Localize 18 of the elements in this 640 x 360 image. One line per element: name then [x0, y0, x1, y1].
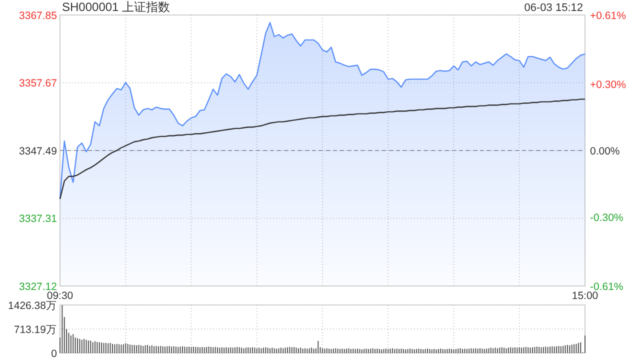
- x-tick-label: 09:30: [46, 290, 74, 302]
- y-tick-label: 3337.31: [19, 213, 58, 226]
- line-series: [59, 98, 586, 200]
- y-tick-label: 713.19万: [14, 324, 57, 336]
- y2-tick-label: +0.61%: [590, 10, 626, 22]
- y-tick-label: 0: [51, 348, 58, 360]
- y2-tick-label: -0.30%: [590, 212, 624, 224]
- y2-tick-label: -0.61%: [590, 281, 624, 293]
- chart-title: SH000001 上证指数: [62, 0, 170, 14]
- y-tick-label: 3357.67: [19, 78, 58, 90]
- x-tick-label: 15:00: [572, 290, 598, 302]
- y-tick-label: 3327.12: [19, 281, 58, 293]
- y2-tick-label: +0.30%: [590, 78, 626, 91]
- y-tick-label: 3367.85: [19, 10, 58, 22]
- y-tick-label: 3347.49: [19, 145, 58, 158]
- y2-tick-label: 0.00%: [590, 146, 620, 158]
- text: 06-03 15:12: [524, 2, 583, 14]
- y-tick-label: 1426.38万: [8, 300, 57, 312]
